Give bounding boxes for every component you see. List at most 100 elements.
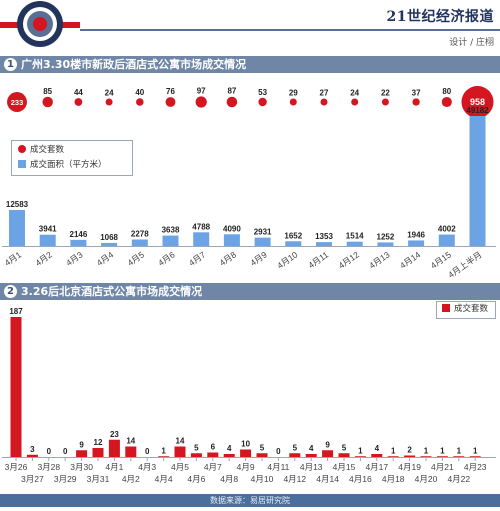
units-value-label: 5 [194,443,199,452]
units-value-label: 0 [63,447,68,456]
units-value-label: 3 [30,445,35,454]
units-value-label: 1 [391,446,396,455]
area-bar [162,235,179,246]
chart2-x-tick: 4月23 [464,462,487,472]
chart2-x-tick: 4月20 [415,474,438,484]
chart2-x-tick: 3月27 [21,474,44,484]
area-bar [223,234,240,246]
units-label: 53 [258,88,267,97]
chart2-x-tick: 4月6 [187,474,205,484]
area-bar [193,232,210,246]
chart1-x-tick: 4月13 [367,249,392,270]
design-credit: 设计 / 庄栩 [449,38,494,48]
units-bar [223,454,235,457]
chart1-x-tick: 4月8 [218,249,239,268]
units-bar [158,456,170,457]
units-value-label: 5 [260,443,265,452]
area-value-label: 4788 [192,222,210,231]
units-label: 76 [166,87,175,96]
units-value-label: 2 [407,446,412,455]
chart2-x-tick: 4月11 [267,462,289,472]
units-label: 22 [381,89,390,98]
units-bar [387,456,399,457]
legend2-units-label: 成交套数 [454,304,489,314]
units-circle [226,96,238,108]
section2-header: 2 3.26后北京酒店式公寓市场成交情况 [0,283,500,300]
units-value-label: 14 [176,437,185,446]
units-bar [436,456,448,457]
area-bar [101,242,118,246]
area-bar [285,241,302,246]
units-label: 44 [74,88,83,97]
chart2-x-tick: 3月28 [37,462,60,472]
chart1-x-tick: 4月6 [156,249,177,268]
chart2-x-tick: 4月13 [300,462,323,472]
area-value-label: 1946 [407,230,425,239]
area-bar [469,116,486,246]
masthead-title: 21世纪经济报道 [386,9,494,25]
units-label: 29 [289,89,298,98]
chart2-x-tick: 4月1 [105,462,123,472]
chart2-x-tick: 3月29 [54,474,77,484]
chart1-x-tick: 4月12 [337,249,362,270]
units-label: 24 [105,89,114,98]
units-bar [76,450,88,457]
units-bar [354,456,366,457]
beijing-chart: 1873月2633月2703月2803月2993月30123月31234月114… [2,307,496,484]
chart2-x-tick: 4月18 [382,474,405,484]
units-value-label: 4 [227,444,232,453]
units-bar [256,453,268,457]
chart2-x-tick: 4月8 [220,474,238,484]
units-value-label: 9 [325,440,330,449]
units-value-label: 1 [440,446,445,455]
legend-area-label: 成交面积（平方米） [30,160,107,170]
legend-blue-square [18,160,26,168]
units-bar [108,439,120,457]
units-value-label: 0 [145,447,150,456]
area-value-label: 1652 [284,231,302,240]
area-bar [254,237,271,246]
units-bar [92,448,104,457]
units-bar [190,453,202,457]
units-bar [207,452,219,457]
units-bar [371,454,383,457]
chart2-x-tick: 4月7 [204,462,222,472]
area-value-label: 2278 [131,229,149,238]
area-bar [408,240,425,246]
units-value-label: 9 [79,440,84,449]
units-value-label: 187 [9,307,23,316]
chart1-x-tick: 4月15 [429,249,454,270]
units-circle [320,98,328,106]
units-bar [240,449,252,457]
chart2-x-tick: 4月22 [447,474,470,484]
area-value-label: 1514 [346,232,364,241]
units-bar [322,450,334,457]
chart2-x-tick: 3月26 [5,462,28,472]
chart2-x-tick: 4月16 [349,474,372,484]
legend2-red-square [442,304,450,312]
chart1-x-tick: 4月1 [3,249,24,268]
chart2-x-tick: 4月5 [171,462,189,472]
section2-number: 2 [4,285,17,298]
units-bar [469,456,481,457]
chart2-x-tick: 3月31 [87,474,110,484]
units-circle [105,98,113,106]
chart2-x-tick: 4月3 [138,462,156,472]
units-bar [404,455,416,457]
units-bar [26,454,38,457]
units-value-label: 6 [211,443,216,452]
chart1-x-tick: 4月4 [95,249,116,268]
chart1-x-tick: 4月7 [187,249,208,268]
area-bar [377,242,394,246]
units-value-label: 0 [47,447,52,456]
units-value-label: 14 [126,437,135,446]
chart2-x-tick: 4月2 [122,474,140,484]
area-bar [39,234,56,246]
units-value-label: 1 [424,446,429,455]
chart1-x-tick: 4月9 [248,249,269,268]
chart2-x-tick: 3月30 [70,462,93,472]
units-value-label: 23 [110,430,119,439]
units-circle [412,98,420,106]
chart1-x-tick: 4月2 [33,249,54,268]
units-bar [420,456,432,457]
